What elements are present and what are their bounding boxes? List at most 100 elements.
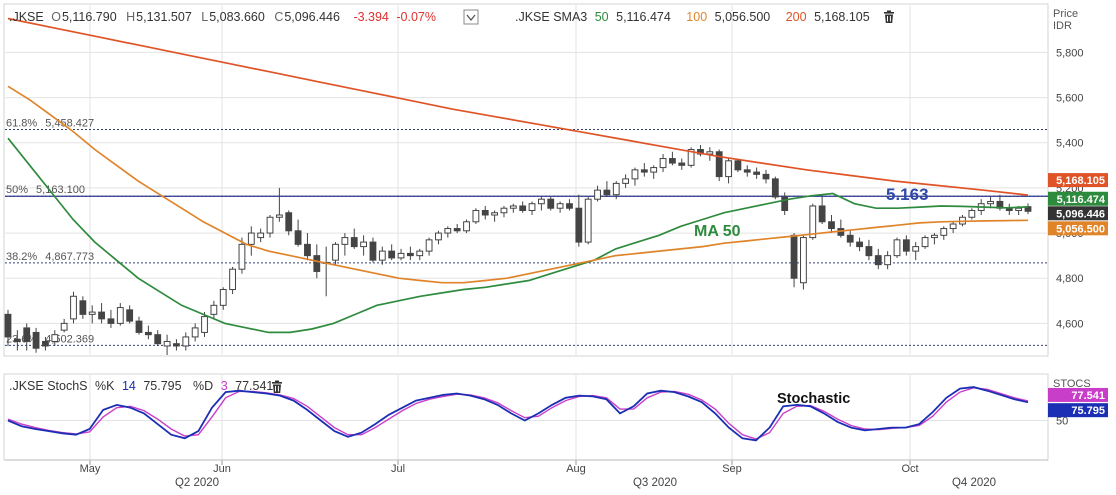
delete-sma-button[interactable] — [884, 10, 894, 24]
candle-body — [800, 237, 807, 284]
candle-body — [154, 334, 162, 345]
candle-body — [285, 212, 293, 232]
candle-body — [70, 295, 77, 320]
candle-body — [781, 196, 789, 211]
quarter-label: Q3 2020 — [633, 477, 677, 489]
candle-body — [60, 322, 68, 331]
candle-body — [790, 234, 798, 279]
candle-body — [32, 331, 40, 349]
candle-body — [771, 178, 779, 198]
badge-sma100: 5,056.500 — [1056, 223, 1105, 235]
candle-body — [575, 207, 583, 243]
candle-body — [949, 223, 957, 230]
price-tick-label: 4,600 — [1056, 318, 1084, 330]
candle-body — [191, 327, 199, 338]
candle-body — [584, 198, 592, 243]
candle-body — [126, 309, 134, 322]
candle-body — [528, 203, 536, 211]
candle-body — [173, 343, 180, 347]
candle-body — [818, 205, 826, 223]
candle-body — [397, 252, 405, 259]
candle-body — [509, 205, 517, 209]
badge-close-bg — [1048, 206, 1108, 221]
price-axis-title: Price — [1053, 8, 1078, 20]
candle-body — [201, 316, 208, 333]
candle-body — [743, 169, 751, 173]
axes: 4,6004,8005,0005,2005,4005,6005,800MayJu… — [5, 47, 1084, 489]
candle-body — [388, 250, 396, 259]
candle-body — [425, 239, 433, 252]
candle-body — [687, 149, 695, 166]
candle-body — [715, 151, 723, 178]
candle-body — [856, 241, 863, 248]
candle-body — [42, 340, 49, 347]
delete-stoch-button[interactable] — [272, 380, 282, 394]
candle-body — [725, 160, 732, 178]
candle-body — [219, 289, 227, 306]
candle-body — [669, 158, 676, 164]
candle-body — [341, 237, 349, 245]
candle-body — [294, 230, 302, 245]
candle-body — [1024, 206, 1032, 212]
candle-body — [537, 198, 545, 205]
candle-body — [547, 198, 555, 209]
candle-body — [444, 228, 452, 234]
candle-body — [247, 232, 255, 245]
candle-body — [706, 151, 714, 155]
candle-body — [556, 203, 564, 209]
candle-body — [622, 178, 630, 184]
price-tick-label: 5,600 — [1056, 93, 1084, 105]
fibonacci-label: 61.8% 5,458.427 — [6, 118, 94, 130]
month-label: Jul — [391, 463, 405, 475]
month-label: May — [80, 463, 101, 475]
month-label: Jun — [213, 463, 231, 475]
candle-body — [98, 311, 105, 320]
candle-body — [931, 234, 938, 239]
candle-body — [640, 169, 648, 173]
candle-body — [135, 320, 143, 333]
last-value-badges: 5,168.105 5,116.474 5,096.446 5,056.500 77.5… — [1048, 173, 1108, 418]
candle-body — [257, 232, 265, 239]
candle-body — [13, 338, 21, 342]
month-label: Sep — [722, 463, 742, 475]
sma-200-line — [7, 17, 1029, 196]
candle-body — [874, 255, 882, 266]
candle-body — [902, 239, 910, 252]
stochastic-series — [7, 386, 1029, 442]
candlestick-series — [4, 145, 1032, 355]
candle-body — [238, 243, 246, 270]
candle-body — [762, 173, 770, 180]
candle-body — [210, 304, 218, 315]
candle-body — [51, 334, 59, 342]
candle-body — [378, 250, 386, 261]
candle-body — [463, 221, 470, 232]
badge-stoch-d: 77.541 — [1071, 390, 1105, 402]
candle-body — [472, 209, 480, 223]
candle-body — [678, 162, 686, 166]
candle-body — [884, 255, 892, 266]
candle-body — [734, 160, 742, 171]
candle-body — [912, 246, 920, 252]
candle-body — [491, 212, 499, 216]
price-axis-unit: IDR — [1053, 20, 1072, 32]
level-annotation: 5.163 — [886, 185, 929, 204]
stoch-k-line — [7, 386, 1029, 442]
candle-body — [23, 327, 31, 342]
candle-body — [659, 158, 667, 169]
stochastic-annotation: Stochastic — [777, 391, 850, 407]
candle-body — [940, 228, 948, 236]
legend-dropdown-button[interactable] — [463, 9, 479, 25]
quarter-label: Q4 2020 — [952, 477, 996, 489]
candle-body — [116, 307, 124, 324]
fibonacci-label: 38.2% 4,867.773 — [6, 251, 94, 263]
candle-body — [144, 331, 152, 336]
candle-body — [500, 207, 508, 214]
candle-body — [107, 318, 115, 324]
trash-icon — [272, 380, 282, 393]
candle-body — [566, 203, 573, 209]
sma-50-line — [7, 137, 1029, 334]
stoch-axis-title: STOCS — [1053, 378, 1091, 390]
badge-close: 5,096.446 — [1056, 208, 1105, 220]
